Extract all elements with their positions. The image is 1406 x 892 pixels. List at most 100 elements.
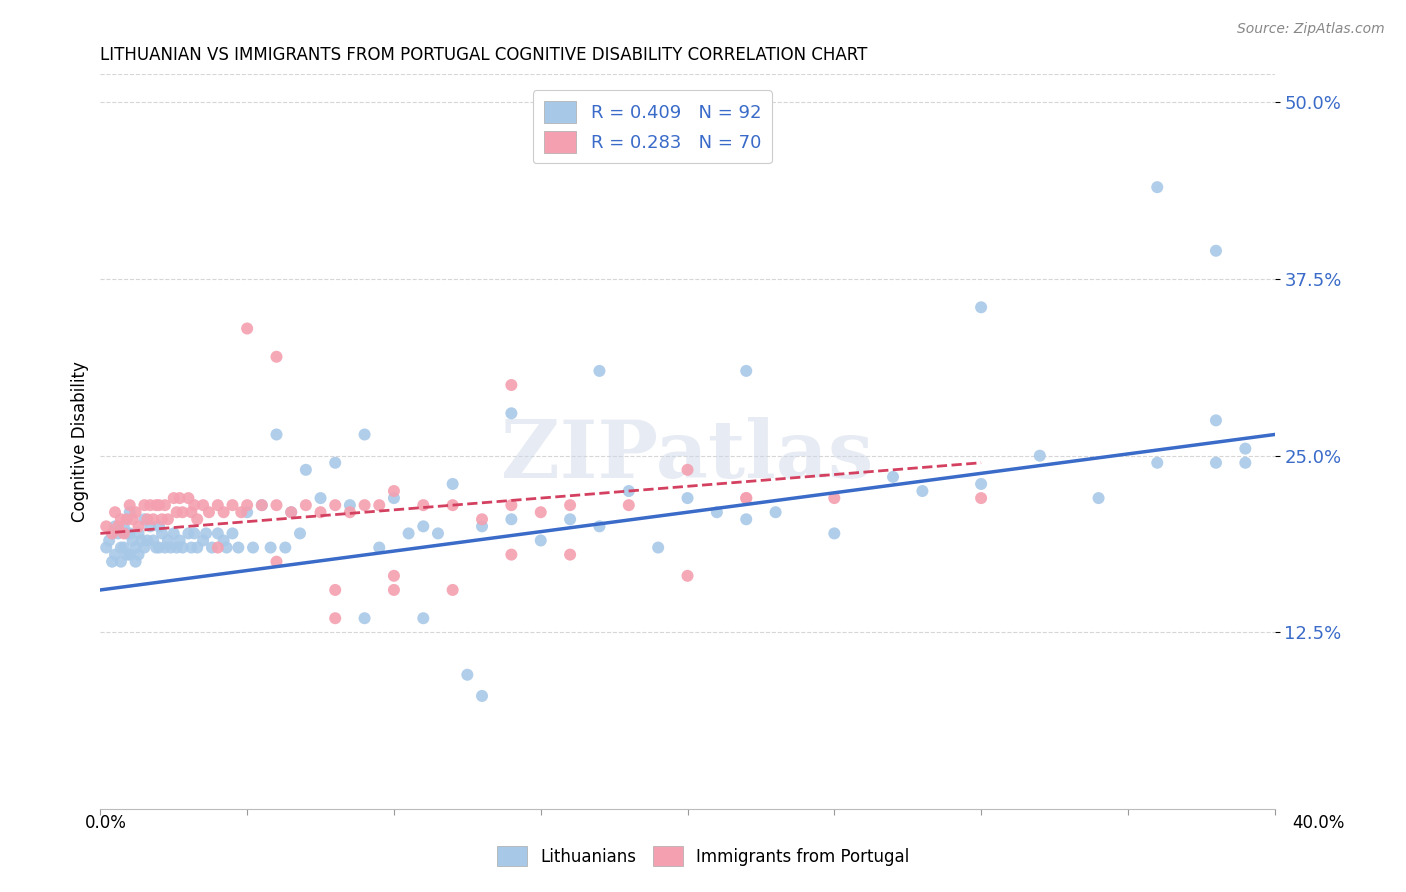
Point — [735, 491, 758, 505]
Point — [427, 526, 450, 541]
Point — [107, 519, 129, 533]
Point — [139, 498, 162, 512]
Point — [735, 364, 758, 378]
Point — [134, 498, 156, 512]
Point — [970, 491, 993, 505]
Point — [501, 406, 523, 420]
Legend: R = 0.409   N = 92, R = 0.283   N = 70: R = 0.409 N = 92, R = 0.283 N = 70 — [533, 90, 772, 163]
Point — [309, 491, 332, 505]
Point — [339, 505, 361, 519]
Point — [104, 548, 127, 562]
Point — [236, 505, 259, 519]
Point — [1146, 180, 1168, 194]
Point — [1205, 413, 1227, 427]
Point — [172, 541, 194, 555]
Point — [115, 526, 138, 541]
Point — [471, 519, 494, 533]
Point — [501, 548, 523, 562]
Point — [177, 491, 200, 505]
Point — [412, 498, 434, 512]
Point — [124, 555, 146, 569]
Point — [153, 498, 176, 512]
Point — [128, 526, 150, 541]
Point — [166, 505, 188, 519]
Point — [104, 505, 127, 519]
Point — [145, 541, 167, 555]
Point — [163, 491, 186, 505]
Point — [266, 427, 288, 442]
Point — [1234, 442, 1257, 456]
Point — [148, 519, 170, 533]
Point — [441, 498, 464, 512]
Point — [118, 498, 141, 512]
Point — [353, 498, 375, 512]
Point — [588, 519, 610, 533]
Point — [191, 498, 214, 512]
Point — [112, 541, 135, 555]
Point — [1205, 244, 1227, 258]
Point — [882, 470, 904, 484]
Point — [735, 512, 758, 526]
Point — [1205, 456, 1227, 470]
Point — [201, 541, 224, 555]
Point — [156, 533, 179, 548]
Point — [136, 533, 159, 548]
Point — [163, 526, 186, 541]
Point — [142, 533, 165, 548]
Point — [150, 526, 173, 541]
Point — [823, 491, 845, 505]
Point — [139, 519, 162, 533]
Point — [1234, 456, 1257, 470]
Point — [309, 505, 332, 519]
Point — [112, 526, 135, 541]
Point — [186, 512, 208, 526]
Point — [231, 505, 253, 519]
Point — [323, 611, 346, 625]
Text: LITHUANIAN VS IMMIGRANTS FROM PORTUGAL COGNITIVE DISABILITY CORRELATION CHART: LITHUANIAN VS IMMIGRANTS FROM PORTUGAL C… — [100, 46, 868, 64]
Point — [236, 498, 259, 512]
Point — [471, 512, 494, 526]
Point — [274, 541, 297, 555]
Point — [156, 512, 179, 526]
Point — [353, 427, 375, 442]
Y-axis label: Cognitive Disability: Cognitive Disability — [72, 361, 89, 522]
Point — [101, 555, 124, 569]
Point — [183, 526, 205, 541]
Point — [647, 541, 669, 555]
Point — [295, 463, 318, 477]
Point — [112, 519, 135, 533]
Point — [131, 533, 153, 548]
Point — [765, 505, 787, 519]
Point — [128, 519, 150, 533]
Point — [456, 667, 478, 681]
Point — [266, 350, 288, 364]
Point — [121, 512, 143, 526]
Point — [382, 582, 405, 597]
Point — [250, 498, 273, 512]
Point — [382, 569, 405, 583]
Point — [191, 533, 214, 548]
Point — [110, 555, 132, 569]
Point — [221, 498, 243, 512]
Point — [212, 505, 235, 519]
Point — [676, 491, 699, 505]
Point — [676, 569, 699, 583]
Point — [121, 533, 143, 548]
Text: Source: ZipAtlas.com: Source: ZipAtlas.com — [1237, 22, 1385, 37]
Point — [104, 519, 127, 533]
Point — [166, 541, 188, 555]
Point — [207, 498, 229, 512]
Point — [501, 378, 523, 392]
Point — [501, 498, 523, 512]
Point — [530, 505, 553, 519]
Point — [558, 498, 581, 512]
Point — [1146, 456, 1168, 470]
Point — [221, 526, 243, 541]
Point — [280, 505, 302, 519]
Point — [96, 519, 118, 533]
Point — [198, 505, 221, 519]
Point — [180, 541, 202, 555]
Point — [145, 498, 167, 512]
Point — [150, 512, 173, 526]
Point — [215, 541, 238, 555]
